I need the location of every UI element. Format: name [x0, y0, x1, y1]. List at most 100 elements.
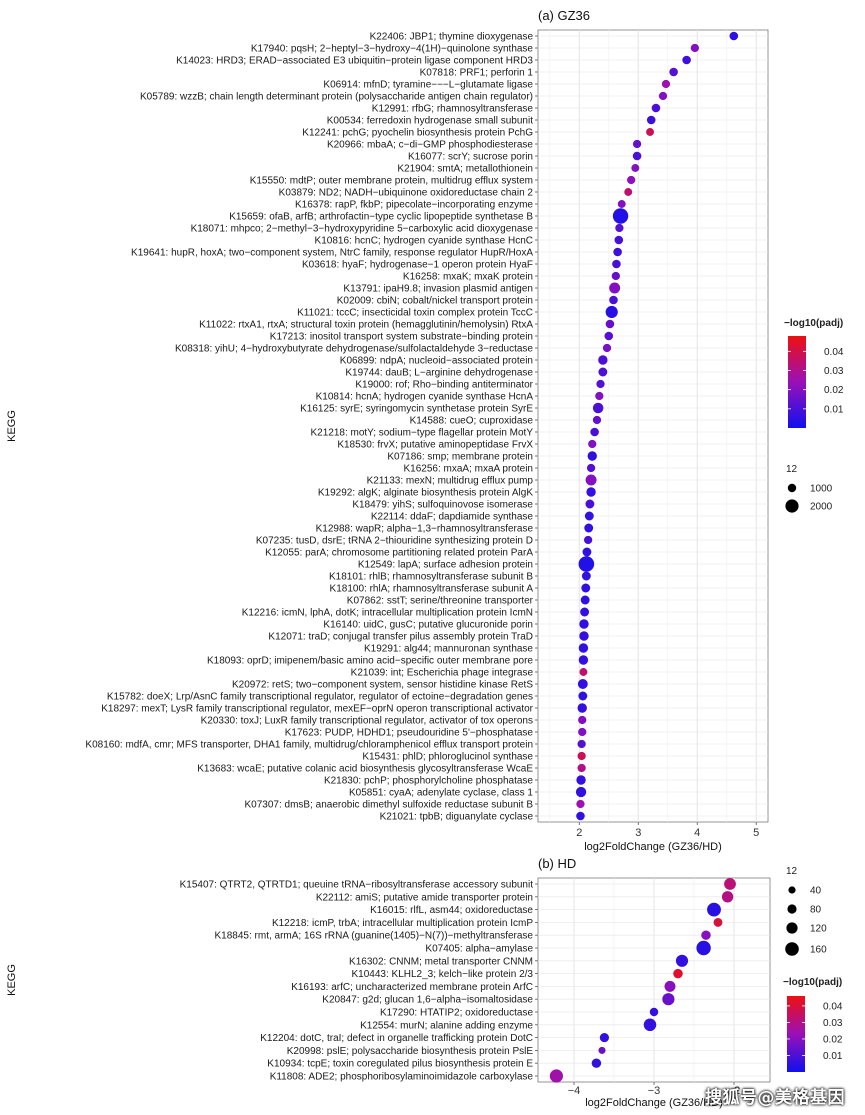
y-category-label: K12241: pchG; pyochelin biosynthesis pro…	[302, 128, 533, 139]
data-point	[609, 295, 618, 305]
color-legend-label: 0.02	[823, 1034, 843, 1045]
data-point	[612, 259, 621, 269]
data-point	[587, 451, 597, 461]
y-category-label: K17623: PUDP, HDHD1; pseudouridine 5'−ph…	[285, 728, 534, 739]
y-category-label: K18479: yihS; sulfoquinovose isomerase	[352, 500, 533, 511]
size-legend-title: 12	[786, 866, 798, 877]
y-category-label: K13791: ipaH9.8; invasion plasmid antige…	[343, 284, 533, 295]
data-point	[651, 103, 661, 113]
size-legend-dot	[785, 942, 799, 956]
y-category-label: K20330: toxJ; LuxR family transcriptiona…	[201, 716, 533, 727]
data-point	[664, 980, 676, 992]
data-point	[615, 223, 624, 233]
data-point	[578, 655, 589, 665]
y-category-label: K22114: ddaF; dapdiamide synthase	[371, 512, 534, 523]
data-point	[599, 1033, 609, 1043]
y-category-label: K12988: wapR; alpha−1,3−rhamnosyltransfe…	[316, 524, 534, 535]
data-point	[578, 556, 595, 572]
y-category-label: K18100: rhlA; rhamnosyltransferase subun…	[330, 584, 534, 595]
y-category-label: K15431: phlD; phloroglucinol synthase	[362, 752, 533, 763]
size-legend-label: 40	[810, 886, 822, 897]
data-point	[576, 799, 585, 809]
y-category-label: K16302: CNNM; metal transporter CNNM	[349, 956, 533, 967]
data-point	[661, 79, 671, 89]
y-category-label: K22406: JBP1; thymine dioxygenase	[370, 32, 534, 43]
x-tick-label: −2	[728, 1085, 741, 1097]
data-point	[624, 188, 633, 196]
y-category-label: K08318: yihU; 4−hydroxybutyrate dehydrog…	[175, 344, 533, 355]
y-category-label: K16015: rlfL, asm44; oxidoreductase	[370, 905, 533, 916]
size-legend-dot	[787, 483, 797, 493]
data-point	[713, 917, 723, 927]
y-category-label: K18093: oprD; imipenem/basic amino acid−…	[207, 656, 533, 667]
x-tick-label: −3	[648, 1085, 661, 1097]
y-category-label: K07862: sstT; serine/threonine transport…	[347, 596, 534, 607]
y-category-label: K21133: mexN; multidrug efflux pump	[367, 476, 534, 487]
y-category-label: K15550: mdtP; outer membrane protein, mu…	[250, 176, 533, 187]
size-legend-title: 12	[786, 464, 798, 475]
data-point	[598, 355, 608, 365]
data-point	[576, 811, 585, 821]
data-point	[658, 91, 668, 101]
data-point	[673, 968, 683, 979]
y-category-label: K19291: alg44; mannuronan synthase	[364, 644, 533, 655]
data-point	[631, 164, 640, 172]
data-point	[579, 619, 589, 629]
y-category-label: K18101: rhlB; rhamnosyltransferase subun…	[329, 572, 533, 583]
data-point	[646, 115, 656, 125]
y-category-label: K14023: HRD3; ERAD−associated E3 ubiquit…	[176, 56, 533, 67]
color-legend-label: 0.03	[823, 1018, 843, 1029]
y-category-label: K17290: HTATIP2; oxidoreductase	[380, 1008, 533, 1019]
y-category-label: K10443: KLHL2_3; kelch−like protein 2/3	[351, 969, 533, 980]
data-point	[577, 751, 586, 761]
size-legend-label: 1000	[810, 484, 833, 495]
data-point	[584, 523, 594, 533]
data-point	[588, 439, 597, 449]
y-category-label: K15659: ofaB, arfB; arthrofactin−type cy…	[229, 212, 533, 223]
data-point	[627, 175, 636, 185]
watermark-text: 搜狐号@美格基因	[705, 1088, 845, 1108]
y-category-label: K06899: ndpA; nucleoid−associated protei…	[340, 356, 533, 367]
y-category-label: K06914: mfnD; tyramine−−−L−glutamate lig…	[323, 80, 533, 91]
y-category-label: K20966: mbaA; c−di−GMP phosphodiesterase	[327, 140, 533, 151]
plot-panel-background	[537, 29, 769, 823]
y-category-label: K18845: rmt, armA; 16S rRNA (guanine(140…	[215, 931, 534, 942]
data-point	[577, 763, 586, 773]
y-category-label: K19744: dauB; L−arginine dehydrogenase	[345, 368, 533, 379]
size-legend-dot	[786, 922, 798, 934]
y-category-label: K15782: doeX; Lrp/AsnC family transcript…	[107, 692, 533, 703]
y-category-label: K12055: parA; chromosome partitioning re…	[265, 548, 533, 559]
data-point	[613, 247, 622, 257]
color-legend-bar	[787, 996, 805, 1072]
y-category-label: K13683: wcaE; putative colanic acid bios…	[197, 764, 533, 775]
size-legend-dot	[788, 886, 796, 894]
y-category-label: K07818: PRF1; perforin 1	[420, 68, 534, 79]
y-category-label: K00534: ferredoxin hydrogenase small sub…	[327, 116, 533, 127]
y-category-label: K18297: mexT; LysR family transcriptiona…	[101, 704, 533, 715]
data-point	[576, 775, 586, 785]
y-category-label: K10814: hcnA; hydrogen cyanide synthase …	[316, 392, 534, 403]
y-category-label: K07235: tusD, dsrE; tRNA 2−thiouridine s…	[256, 536, 533, 547]
data-point	[729, 31, 739, 41]
data-point	[724, 878, 736, 890]
y-axis-title: KEGG	[6, 410, 18, 442]
data-point	[612, 208, 629, 224]
data-point	[585, 499, 595, 509]
size-legend-label: 120	[810, 924, 827, 935]
data-point	[579, 631, 589, 641]
data-point	[595, 391, 604, 401]
data-point	[614, 235, 624, 245]
data-point	[605, 319, 615, 329]
y-category-label: K18071: mhpco; 2−methyl−3−hydroxypyridin…	[191, 224, 534, 235]
y-category-label: K15407: QTRT2, QTRTD1; queuine tRNA−ribo…	[180, 880, 534, 891]
y-category-label: K16125: syrE; syringomycin synthetase pr…	[300, 404, 533, 415]
data-point	[578, 691, 588, 701]
data-point	[690, 43, 700, 53]
data-point	[578, 715, 587, 725]
y-category-label: K20998: pslE; polysaccharide biosynthesi…	[287, 1046, 534, 1057]
data-point	[581, 583, 591, 593]
y-category-label: K20847: g2d; glucan 1,6−alpha−isomaltosi…	[322, 995, 533, 1006]
y-category-label: K05789: wzzB; chain length determinant p…	[140, 92, 533, 103]
y-category-label: K21904: smtA; metallothionein	[397, 164, 533, 175]
